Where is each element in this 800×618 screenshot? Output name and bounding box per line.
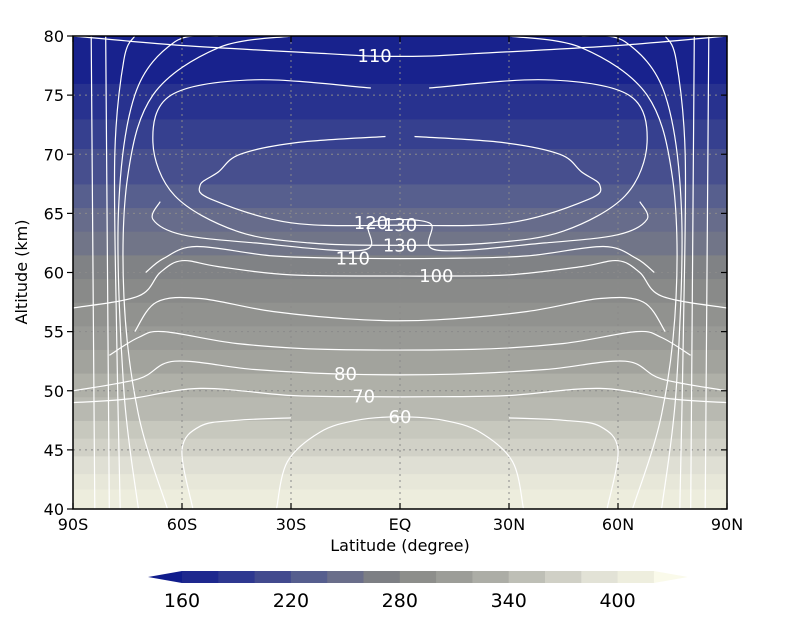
y-axis-label: Altitude (km) [12, 220, 31, 325]
x-axis-label: Latitude (degree) [330, 536, 470, 555]
colorbar-tick-label: 160 [164, 590, 200, 612]
x-tick-label: 90S [58, 515, 89, 534]
colorbar-swatch [617, 571, 655, 583]
contour-line [113, 36, 136, 509]
shading-band-2 [73, 455, 727, 475]
contour-line [73, 259, 727, 309]
colorbar-swatch [508, 571, 546, 583]
y-tick-label: 70 [44, 145, 64, 164]
colorbar-swatch [545, 571, 582, 583]
colorbar-swatch [218, 571, 256, 583]
y-tick-label: 40 [44, 500, 64, 519]
contour-line [508, 36, 678, 509]
contour-label: 110 [357, 46, 391, 67]
contour-label: 70 [352, 387, 375, 408]
x-tick-label: 30N [493, 515, 525, 534]
contour-line [581, 36, 683, 509]
contour-label: 80 [334, 364, 357, 385]
y-tick-label: 45 [44, 441, 64, 460]
contour-line [181, 417, 292, 509]
contour-line [73, 360, 727, 392]
colorbar-tick-label: 220 [273, 590, 309, 612]
shading-band-17 [73, 83, 727, 120]
y-tick-label: 60 [44, 264, 64, 283]
contour-line [275, 416, 525, 509]
y-axis: 40 45 50 55 60 65 70 75 80 [44, 27, 727, 519]
contour-line [690, 36, 695, 509]
contour-line [198, 135, 602, 227]
contour-line [134, 296, 666, 332]
shading-band-3 [73, 438, 727, 457]
colorbar-tick-label: 280 [382, 590, 418, 612]
contour-line [105, 36, 110, 509]
contour-line [73, 387, 727, 404]
colorbar-swatch [581, 571, 619, 583]
x-tick-label: 60N [602, 515, 634, 534]
contour-label: 120 [354, 213, 388, 234]
y-tick-label: 50 [44, 382, 64, 401]
x-axis: 90S 60S 30S EQ 30N 60N 90N [58, 36, 743, 534]
x-tick-label: 60S [167, 515, 198, 534]
colorbar-tick-label: 400 [599, 590, 635, 612]
contour-line [508, 417, 619, 509]
colorbar-max-arrow [653, 571, 688, 583]
x-tick-label: EQ [389, 515, 412, 534]
contour-line [108, 330, 692, 356]
y-tick-label: 55 [44, 323, 64, 342]
contour-label: 130 [383, 215, 417, 236]
colorbar: 160 220 280 340 400 [148, 571, 688, 612]
colorbar-swatch [472, 571, 510, 583]
contour-line [73, 36, 727, 57]
colorbar-swatch [399, 571, 437, 583]
contour-line [90, 36, 96, 509]
y-tick-label: 80 [44, 27, 64, 46]
shading-band-4 [73, 420, 727, 439]
colorbar-swatch [182, 571, 219, 583]
colorbar-swatch [363, 571, 401, 583]
contour-line [664, 36, 687, 509]
x-tick-label: 90N [711, 515, 743, 534]
contour-line [152, 79, 648, 246]
contour-line [151, 201, 649, 252]
contour-line [117, 36, 219, 509]
contour-label: 110 [336, 248, 370, 269]
colorbar-swatch [290, 571, 328, 583]
contour-line [122, 36, 292, 509]
colorbar-tick-label: 340 [491, 590, 527, 612]
shading-band-9 [73, 302, 727, 327]
shading-band-15 [73, 148, 727, 185]
x-tick-label: 30S [276, 515, 307, 534]
contour-line [145, 245, 655, 273]
colorbar-swatch [254, 571, 292, 583]
contour-label: 130 [383, 235, 417, 256]
contour-label: 100 [419, 266, 453, 287]
contour-line [704, 36, 710, 509]
colorbar-swatch [436, 571, 473, 583]
colorbar-min-arrow [148, 571, 182, 583]
contour-label: 60 [389, 407, 412, 428]
y-tick-label: 75 [44, 86, 64, 105]
colorbar-swatch [327, 571, 364, 583]
y-tick-label: 65 [44, 204, 64, 223]
